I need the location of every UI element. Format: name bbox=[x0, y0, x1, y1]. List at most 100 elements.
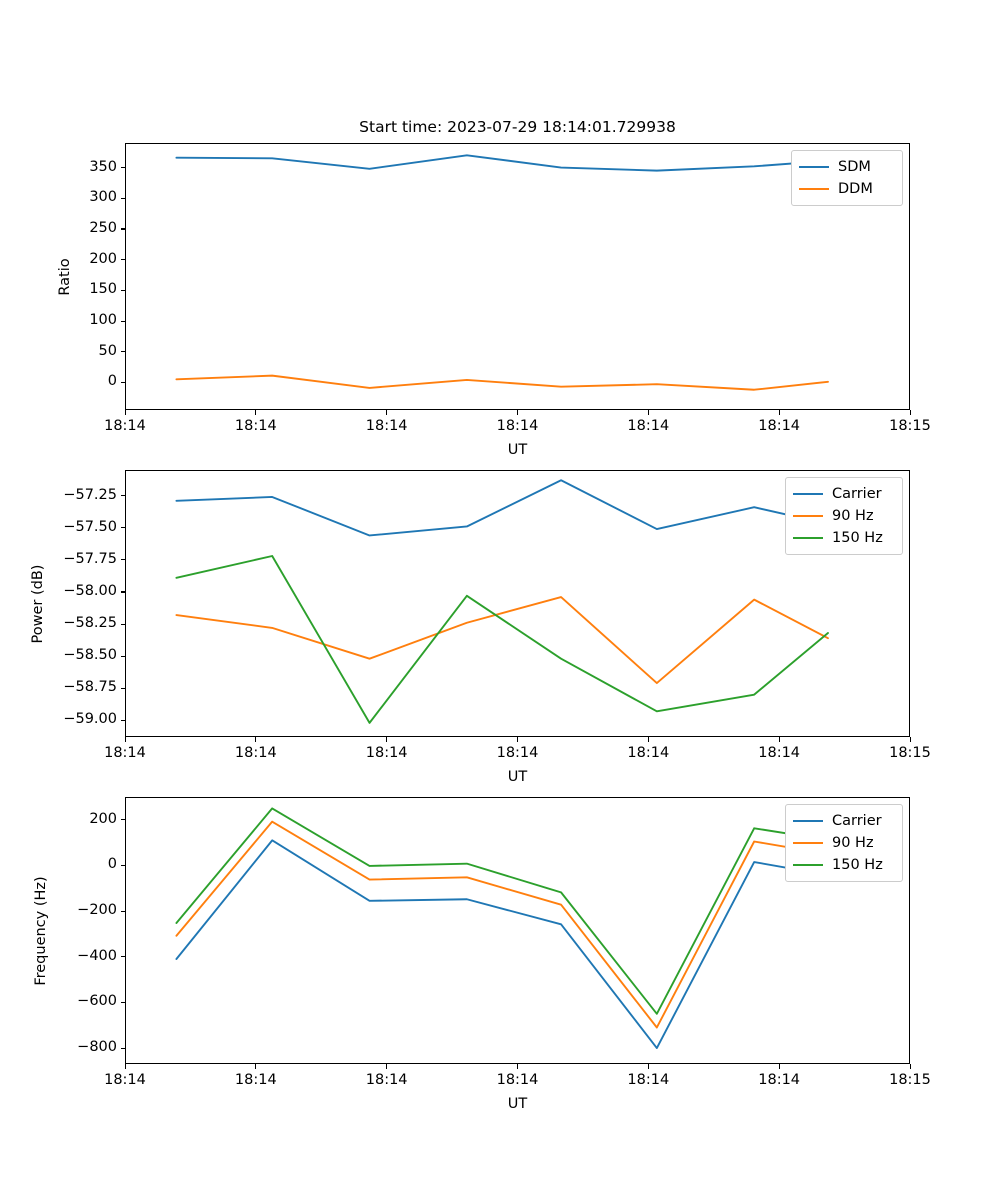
y-tick-mark bbox=[120, 687, 125, 689]
y-tick-label: −600 bbox=[77, 993, 117, 1010]
legend-color-swatch bbox=[799, 187, 829, 191]
y-tick-label: −400 bbox=[77, 947, 117, 964]
series-line bbox=[175, 839, 829, 1049]
legend-item[interactable]: 90 Hz bbox=[793, 505, 895, 527]
y-tick-mark bbox=[120, 864, 125, 867]
y-tick-mark bbox=[120, 527, 125, 529]
series-line bbox=[175, 555, 829, 724]
y-tick-label: 0 bbox=[107, 373, 117, 390]
x-tick-label: 18:14 bbox=[234, 745, 277, 761]
x-tick-label: 18:14 bbox=[627, 1072, 670, 1088]
legend-label: Carrier bbox=[832, 486, 882, 502]
y-tick-label: 100 bbox=[89, 312, 117, 328]
y-tick-mark bbox=[120, 559, 125, 561]
y-tick-label: 200 bbox=[89, 810, 117, 827]
x-tick-mark bbox=[778, 1064, 780, 1069]
x-tick-label: 18:14 bbox=[365, 418, 408, 434]
legend-item[interactable]: 90 Hz bbox=[793, 832, 895, 854]
x-tick-mark bbox=[647, 737, 649, 742]
y-tick-mark bbox=[120, 381, 125, 383]
y-tick-label: 0 bbox=[107, 856, 117, 873]
y-tick-mark bbox=[120, 320, 125, 322]
y-tick-mark bbox=[120, 910, 125, 912]
y-tick-mark bbox=[120, 289, 125, 291]
x-tick-mark bbox=[386, 1064, 388, 1069]
legend-color-swatch bbox=[793, 819, 823, 823]
x-tick-label: 18:14 bbox=[496, 418, 539, 434]
legend[interactable]: SDM DDM bbox=[791, 150, 903, 206]
y-tick-label: 300 bbox=[89, 189, 117, 206]
x-tick-label: 18:14 bbox=[758, 418, 801, 434]
x-tick-label: 18:14 bbox=[758, 745, 801, 761]
legend-color-swatch bbox=[793, 863, 823, 867]
y-tick-label: −57.25 bbox=[63, 486, 117, 503]
x-tick-label: 18:14 bbox=[365, 1072, 408, 1088]
legend[interactable]: Carrier 90 Hz 150 Hz bbox=[785, 477, 903, 555]
legend-color-swatch bbox=[799, 165, 829, 169]
y-tick-mark bbox=[120, 623, 125, 625]
x-tick-mark bbox=[124, 1064, 126, 1069]
x-tick-label: 18:14 bbox=[365, 745, 408, 761]
y-tick-mark bbox=[120, 259, 125, 261]
x-tick-mark bbox=[386, 410, 388, 415]
x-axis-label: UT bbox=[507, 442, 528, 458]
x-tick-label: 18:14 bbox=[104, 1072, 146, 1088]
y-tick-mark bbox=[120, 819, 125, 821]
x-tick-label: 18:14 bbox=[104, 418, 146, 434]
legend-color-swatch bbox=[793, 514, 823, 518]
x-tick-label: 18:14 bbox=[627, 418, 670, 434]
legend-label: DDM bbox=[838, 181, 873, 197]
legend-item[interactable]: 150 Hz bbox=[793, 854, 895, 876]
series-line bbox=[175, 807, 829, 1015]
legend-label: 150 Hz bbox=[832, 530, 883, 546]
y-tick-mark bbox=[120, 228, 125, 230]
legend-label: 90 Hz bbox=[832, 508, 874, 524]
x-tick-mark bbox=[124, 737, 126, 742]
x-tick-mark bbox=[255, 1064, 257, 1069]
figure-title: Start time: 2023-07-29 18:14:01.729938 bbox=[359, 118, 676, 136]
legend-color-swatch bbox=[793, 841, 823, 845]
x-tick-mark bbox=[124, 410, 126, 415]
x-tick-mark bbox=[909, 410, 911, 415]
axes-frame bbox=[125, 797, 910, 1064]
legend-item[interactable]: Carrier bbox=[793, 483, 895, 505]
legend-label: SDM bbox=[838, 159, 871, 175]
x-tick-mark bbox=[517, 737, 519, 742]
x-tick-label: 18:15 bbox=[889, 745, 931, 761]
x-tick-label: 18:14 bbox=[496, 745, 539, 761]
legend-label: 90 Hz bbox=[832, 835, 874, 851]
x-tick-label: 18:14 bbox=[496, 1072, 539, 1088]
x-tick-label: 18:14 bbox=[627, 745, 670, 761]
y-tick-label: −57.50 bbox=[63, 518, 117, 535]
x-tick-mark bbox=[386, 737, 388, 742]
y-tick-label: −800 bbox=[77, 1039, 117, 1056]
legend-item[interactable]: Carrier bbox=[793, 810, 895, 832]
y-tick-label: −58.75 bbox=[63, 679, 117, 696]
y-tick-mark bbox=[120, 197, 125, 199]
x-axis-label: UT bbox=[507, 1096, 528, 1112]
y-tick-label: 150 bbox=[89, 281, 117, 298]
legend-label: Carrier bbox=[832, 813, 882, 829]
legend-item[interactable]: SDM bbox=[799, 156, 895, 178]
legend-item[interactable]: DDM bbox=[799, 178, 895, 200]
x-tick-mark bbox=[255, 737, 257, 742]
y-tick-mark bbox=[120, 167, 125, 169]
axes-frame bbox=[125, 470, 910, 737]
x-tick-label: 18:14 bbox=[104, 745, 146, 761]
series-line bbox=[175, 154, 829, 172]
y-tick-mark bbox=[120, 1001, 125, 1003]
x-tick-label: 18:14 bbox=[234, 418, 277, 434]
legend[interactable]: Carrier 90 Hz 150 Hz bbox=[785, 804, 903, 882]
series-line bbox=[175, 479, 829, 537]
x-tick-mark bbox=[517, 410, 519, 415]
y-tick-label: −59.00 bbox=[63, 711, 117, 728]
y-tick-label: −57.75 bbox=[63, 550, 117, 567]
y-tick-mark bbox=[120, 719, 125, 721]
x-tick-mark bbox=[909, 1064, 911, 1069]
x-tick-mark bbox=[909, 737, 911, 742]
legend-item[interactable]: 150 Hz bbox=[793, 527, 895, 549]
